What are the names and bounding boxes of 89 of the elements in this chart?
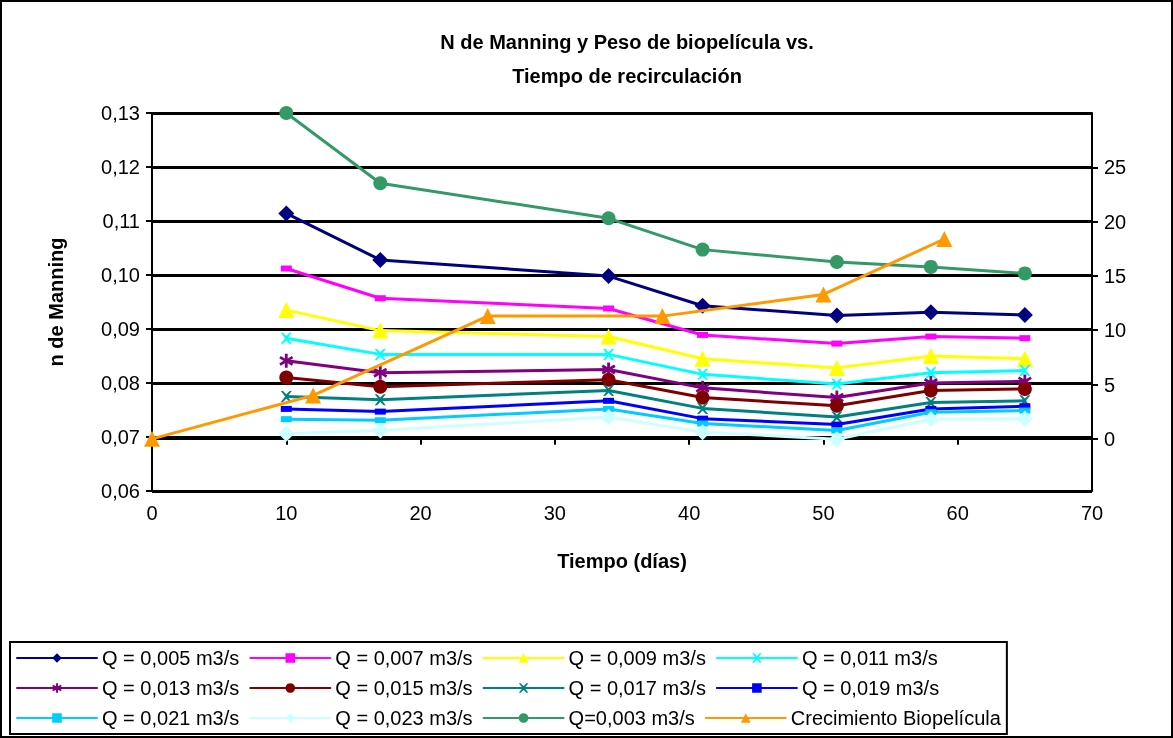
point — [601, 211, 616, 226]
y-tick-label: 0,07 — [101, 426, 140, 448]
legend-label: Q = 0,011 m3/s — [801, 647, 938, 669]
y-tick-label: 0,09 — [101, 318, 140, 340]
point — [829, 398, 844, 413]
point — [695, 242, 710, 257]
point — [697, 368, 709, 380]
point — [144, 430, 160, 447]
point — [603, 348, 615, 360]
point — [694, 350, 711, 367]
point — [694, 424, 711, 441]
chart-title: N de Manning y Peso de biopelícula vs. Tiempo de recirculación — [440, 31, 814, 87]
x-tick-label: 70 — [1080, 502, 1104, 524]
y2-tick-label: 5 — [1104, 373, 1116, 396]
x-tick-label: 60 — [946, 502, 969, 524]
point — [695, 390, 710, 405]
y-axis-title: n de Manning — [45, 237, 67, 367]
x-axis-title: Tiempo (días) — [557, 550, 687, 572]
point — [923, 383, 938, 398]
legend-label: Q = 0,021 m3/s — [102, 707, 240, 729]
y-tick-label: 0,11 — [102, 210, 140, 232]
point — [372, 422, 389, 439]
legend-label: Q = 0,005 m3/s — [102, 647, 240, 669]
point — [279, 106, 294, 120]
point — [1017, 381, 1032, 396]
point — [278, 205, 295, 222]
point — [373, 365, 388, 380]
y2-tick-label: 0 — [1104, 427, 1116, 450]
x-tick-label: 40 — [678, 502, 701, 524]
point — [923, 259, 938, 274]
point — [479, 308, 496, 325]
point — [278, 302, 295, 319]
legend-label: Q = 0,015 m3/s — [335, 677, 473, 699]
legend-label: Q = 0,019 m3/s — [801, 677, 940, 699]
point — [829, 255, 844, 270]
point — [925, 367, 937, 379]
point — [922, 348, 939, 364]
point — [1019, 365, 1031, 377]
y2-tick-label: 10 — [1104, 319, 1127, 342]
y-tick-label: 0,10 — [101, 264, 140, 286]
point — [1017, 266, 1032, 281]
y-tick-label: 0,13 — [101, 102, 140, 124]
legend-label: Q = 0,007 m3/s — [335, 647, 473, 669]
legend-label: Q = 0,017 m3/s — [568, 677, 706, 699]
point — [603, 385, 615, 397]
point — [1016, 410, 1033, 427]
point — [922, 411, 939, 428]
x-tick-label: 10 — [275, 502, 298, 524]
x-tick-label: 0 — [146, 502, 158, 524]
y-tick-label: 0,08 — [101, 372, 140, 394]
point — [305, 387, 322, 404]
point — [654, 308, 671, 325]
point — [373, 176, 388, 191]
point — [280, 332, 292, 344]
point — [279, 370, 294, 385]
legend-label: Q = 0,023 m3/s — [335, 707, 473, 729]
point — [600, 409, 617, 426]
point — [374, 394, 386, 406]
point — [1016, 306, 1033, 323]
point — [279, 353, 294, 368]
legend-label: Q = 0,013 m3/s — [102, 677, 240, 699]
point — [697, 402, 709, 414]
point — [828, 307, 845, 324]
legend-label: Q=0,003 m3/s — [568, 707, 695, 729]
y2-tick-label: 20 — [1104, 210, 1127, 233]
point — [1016, 350, 1033, 367]
legend-label: Crecimiento Biopelícula — [790, 707, 1002, 729]
point — [372, 251, 389, 268]
x-tick-label: 50 — [812, 502, 835, 524]
y2-tick-label: 15 — [1104, 264, 1127, 287]
point — [831, 378, 843, 390]
y-tick-label: 0,12 — [101, 156, 140, 178]
point — [600, 328, 617, 345]
x-tick-label: 30 — [543, 502, 566, 524]
legend-label: Q = 0,009 m3/s — [568, 647, 706, 669]
point — [828, 431, 845, 448]
point — [600, 268, 617, 285]
point — [374, 348, 386, 360]
point — [922, 304, 939, 321]
y-tick-label: 0,06 — [101, 480, 140, 502]
y2-tick-label: 25 — [1104, 156, 1127, 179]
point — [372, 322, 389, 339]
point — [601, 372, 616, 387]
point — [815, 286, 832, 303]
point — [936, 231, 953, 247]
point — [278, 425, 295, 442]
point — [373, 379, 388, 394]
point — [828, 359, 845, 376]
x-tick-label: 20 — [409, 502, 432, 524]
